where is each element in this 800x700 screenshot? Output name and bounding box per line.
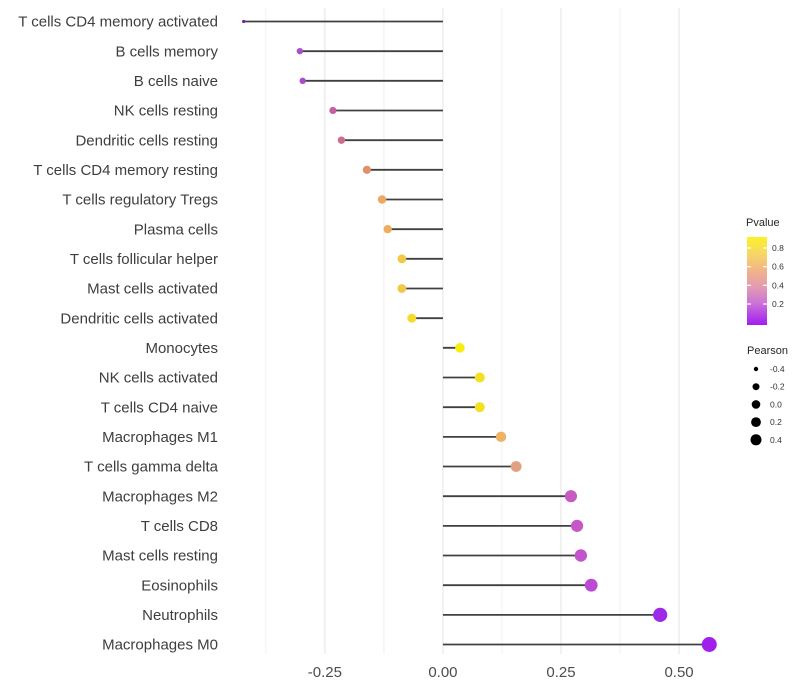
- category-label: B cells naive: [134, 73, 218, 90]
- lollipop-dot: [653, 607, 668, 622]
- lollipop-dot: [296, 47, 304, 55]
- lollipop-row: Macrophages M2: [102, 488, 578, 505]
- lollipop-row: B cells memory: [115, 43, 443, 60]
- lollipop-dot: [455, 343, 465, 353]
- pvalue-legend-title: Pvalue: [746, 217, 780, 229]
- lollipop-dot: [397, 254, 407, 264]
- pearson-size-dot: [751, 400, 761, 409]
- category-label: T cells CD4 memory resting: [33, 162, 218, 179]
- pearson-size-label: -0.4: [770, 364, 785, 374]
- pvalue-tick-label: 0.6: [772, 262, 784, 272]
- pearson-legend-title: Pearson: [747, 345, 788, 357]
- lollipop-row: Dendritic cells resting: [75, 132, 443, 149]
- lollipop-row: T cells regulatory Tregs: [62, 192, 443, 209]
- pvalue-tick-label: 0.8: [772, 243, 784, 253]
- category-label: T cells gamma delta: [84, 459, 219, 476]
- lollipop-row: Dendritic cells activated: [60, 310, 443, 327]
- lollipop-dot: [701, 637, 717, 653]
- x-axis: -0.25 0.00 0.25 0.50: [308, 664, 694, 681]
- pvalue-tick-label: 0.4: [772, 280, 784, 290]
- category-label: Dendritic cells resting: [75, 132, 218, 149]
- pearson-size-dot: [751, 417, 761, 427]
- category-label: Macrophages M0: [102, 637, 218, 654]
- category-label: T cells follicular helper: [70, 251, 218, 268]
- category-label: T cells CD8: [141, 518, 218, 535]
- lollipop-dot: [407, 313, 417, 323]
- legends: Pvalue Pearson 0.8 0.6 0.4 0.2 -0.4 -0.2 0.0 0.…: [746, 217, 788, 446]
- lollipop-row: T cells CD4 memory resting: [33, 162, 443, 179]
- category-label: Monocytes: [145, 340, 218, 357]
- lollipop-dot: [495, 431, 507, 443]
- lollipop-row: T cells CD4 memory activated: [18, 14, 443, 31]
- lollipop-row: Neutrophils: [142, 607, 668, 624]
- lollipop-dot: [570, 519, 584, 532]
- pearson-size-label: 0.4: [770, 435, 782, 445]
- category-label: NK cells activated: [99, 370, 218, 387]
- category-label: Macrophages M2: [102, 488, 218, 505]
- lollipop-row: T cells CD8: [141, 518, 584, 535]
- category-label: Neutrophils: [142, 607, 218, 624]
- lollipop-dot: [337, 136, 346, 144]
- lollipop-dot: [299, 77, 306, 85]
- category-label: Mast cells activated: [87, 281, 218, 298]
- category-label: B cells memory: [115, 43, 218, 60]
- lollipop-row: T cells follicular helper: [70, 251, 443, 268]
- x-tick-label: -0.25: [308, 664, 342, 681]
- lollipop-row: NK cells resting: [114, 103, 443, 120]
- lollipop-dot: [242, 19, 246, 24]
- pearson-size-label: 0.0: [770, 399, 782, 409]
- lollipop-dot: [474, 372, 485, 383]
- lollipop-dot: [329, 106, 337, 115]
- lollipop-dot: [564, 490, 578, 503]
- category-label: Plasma cells: [134, 221, 218, 238]
- pearson-size-label: 0.2: [770, 417, 782, 427]
- category-label: T cells CD4 memory activated: [18, 14, 218, 31]
- lollipop-row: Mast cells resting: [102, 548, 588, 565]
- lollipop-row: Plasma cells: [134, 221, 443, 238]
- lollipop-dot: [362, 165, 372, 174]
- chart-rows: T cells CD4 memory activated B cells memo…: [18, 14, 717, 654]
- category-label: Mast cells resting: [102, 548, 218, 565]
- lollipop-row: T cells CD4 naive: [101, 399, 485, 416]
- pvalue-tick-label: 0.2: [772, 299, 784, 309]
- gridlines: [265, 8, 680, 654]
- lollipop-dot: [584, 578, 598, 592]
- category-label: Macrophages M1: [102, 429, 218, 446]
- category-label: NK cells resting: [114, 103, 218, 120]
- lollipop-row: NK cells activated: [99, 370, 485, 387]
- x-tick-label: 0.50: [664, 664, 693, 681]
- lollipop-dot: [383, 224, 392, 234]
- lollipop-dot: [474, 402, 485, 413]
- lollipop-row: Macrophages M1: [102, 429, 507, 446]
- lollipop-row: T cells gamma delta: [84, 459, 522, 476]
- category-label: T cells CD4 naive: [101, 399, 218, 416]
- lollipop-row: Eosinophils: [141, 577, 598, 594]
- lollipop-dot: [574, 549, 588, 562]
- lollipop-dot: [397, 284, 407, 293]
- pearson-size-label: -0.2: [770, 382, 785, 392]
- pearson-size-dot: [750, 434, 762, 446]
- x-tick-label: 0.00: [428, 664, 457, 681]
- lollipop-row: Monocytes: [145, 340, 465, 357]
- lollipop-row: Macrophages M0: [102, 637, 717, 654]
- lollipop-dot: [377, 195, 387, 204]
- lollipop-dot: [510, 461, 522, 472]
- x-tick-label: 0.25: [546, 664, 575, 681]
- pearson-size-dot: [752, 383, 760, 391]
- category-label: Eosinophils: [141, 577, 218, 594]
- category-label: Dendritic cells activated: [60, 310, 218, 327]
- category-label: T cells regulatory Tregs: [62, 192, 218, 209]
- lollipop-row: B cells naive: [134, 73, 443, 90]
- pearson-size-dot: [753, 366, 759, 372]
- pvalue-colorbar: [747, 237, 767, 325]
- lollipop-row: Mast cells activated: [87, 281, 443, 298]
